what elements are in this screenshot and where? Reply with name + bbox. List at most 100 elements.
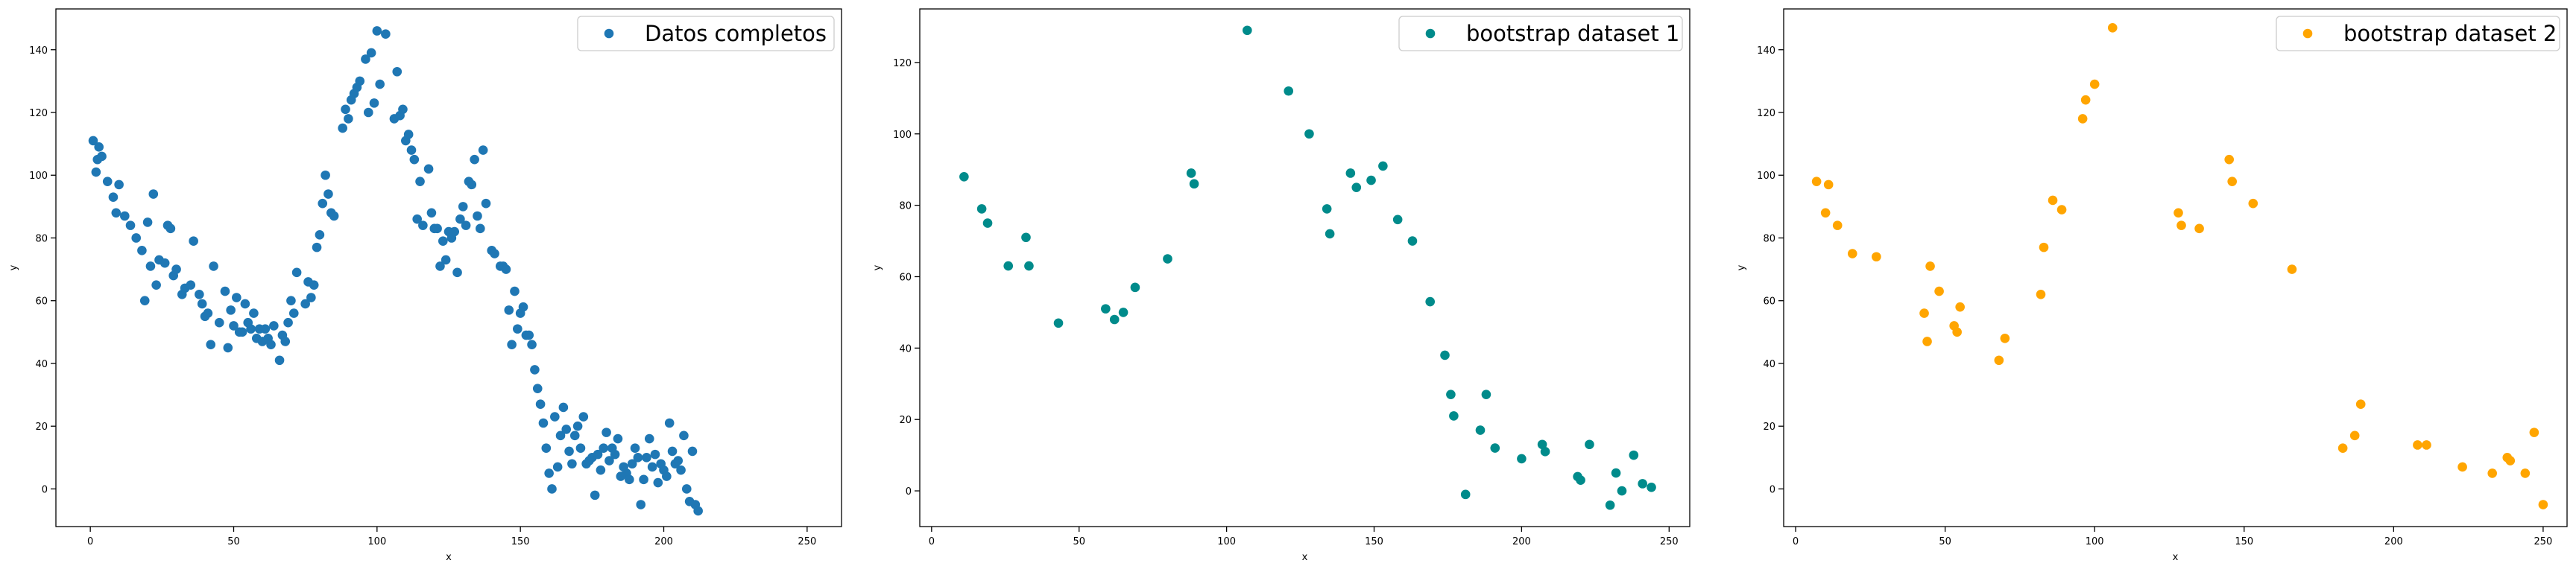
x-axis-label: x (1302, 552, 1308, 563)
x-tick-label: 150 (2235, 536, 2253, 547)
plot-frame (55, 8, 842, 527)
data-point (406, 145, 417, 155)
data-point (575, 443, 586, 453)
legend-label: Datos completos (645, 21, 827, 46)
data-point (372, 26, 382, 36)
data-point (959, 171, 969, 182)
data-point (312, 242, 322, 252)
data-point (518, 302, 528, 312)
data-point (1537, 439, 1547, 450)
scatter-series-1 (88, 26, 703, 516)
y-axis-label: y (8, 264, 19, 270)
data-point (237, 327, 247, 337)
data-point (1446, 390, 1456, 399)
data-point (1186, 168, 1196, 178)
data-point (114, 179, 124, 190)
data-point (392, 66, 402, 77)
data-point (321, 170, 330, 180)
y-tick-label: 20 (35, 422, 48, 433)
data-point (189, 236, 198, 246)
data-point (449, 226, 459, 237)
data-point (541, 443, 552, 453)
data-point (458, 202, 468, 212)
data-point (461, 220, 471, 230)
y-axis-label: y (872, 264, 883, 270)
plot-frame (1783, 8, 2568, 527)
data-point (1440, 350, 1450, 360)
data-point (2505, 456, 2516, 465)
y-tick-label: 40 (35, 359, 48, 370)
data-point (535, 399, 546, 410)
data-point (1325, 229, 1335, 239)
data-point (160, 258, 170, 268)
x-tick-label: 150 (511, 536, 530, 547)
data-point (137, 246, 147, 255)
data-point (1021, 232, 1031, 243)
data-point (501, 264, 511, 274)
data-point (1101, 304, 1111, 314)
data-point (203, 308, 213, 318)
legend-label: bootstrap dataset 1 (1466, 21, 1679, 46)
data-point (613, 433, 623, 444)
y-tick-label: 140 (29, 45, 48, 57)
data-point (300, 299, 310, 309)
data-point (2039, 242, 2049, 252)
data-point (1872, 252, 1881, 262)
data-point (530, 365, 540, 375)
data-point (627, 459, 637, 469)
data-point (283, 317, 293, 328)
data-point (381, 29, 391, 39)
data-point (538, 418, 549, 428)
data-point (610, 449, 620, 460)
data-point (249, 308, 259, 318)
data-point (604, 456, 614, 465)
data-point (630, 443, 640, 453)
x-axis-label: x (446, 552, 452, 563)
data-point (2529, 428, 2539, 437)
y-tick-label: 80 (1763, 233, 1775, 244)
data-point (2036, 290, 2046, 299)
data-point (426, 208, 437, 218)
data-point (1605, 500, 1615, 510)
data-point (2248, 198, 2258, 209)
data-point (1517, 454, 1527, 464)
data-point (274, 355, 285, 366)
data-point (524, 330, 534, 340)
data-point (2176, 220, 2186, 230)
data-point (94, 142, 104, 152)
data-point (662, 471, 672, 481)
data-point (558, 402, 569, 413)
data-point (452, 267, 462, 278)
x-tick-label: 100 (2086, 536, 2104, 547)
data-point (1952, 327, 1962, 337)
legend-label: bootstrap dataset 2 (2343, 21, 2557, 46)
data-point (229, 321, 239, 331)
data-point (88, 136, 98, 146)
data-point (1130, 282, 1140, 293)
data-point (544, 468, 554, 478)
data-point (223, 343, 233, 353)
data-point (318, 198, 328, 209)
data-point (338, 123, 347, 133)
data-point (329, 211, 339, 221)
data-point (2089, 79, 2100, 89)
data-point (1629, 450, 1639, 460)
data-point (418, 220, 428, 230)
data-point (165, 223, 176, 234)
data-point (403, 130, 414, 139)
data-point (1576, 475, 1585, 485)
y-tick-label: 20 (899, 415, 912, 426)
data-point (438, 236, 448, 246)
data-point (1955, 302, 1965, 312)
x-axis-label: x (2173, 552, 2179, 563)
data-point (369, 98, 379, 108)
data-point (363, 107, 373, 118)
chart-panel-3: 0 50 100 150 200 250 0 20 40 60 80 100 120 140 x y boots… (1736, 8, 2568, 563)
legend-marker (1425, 28, 1436, 39)
data-point (507, 340, 517, 349)
data-point (171, 264, 181, 274)
data-point (1460, 489, 1471, 500)
data-point (467, 179, 477, 190)
data-point (323, 189, 333, 199)
